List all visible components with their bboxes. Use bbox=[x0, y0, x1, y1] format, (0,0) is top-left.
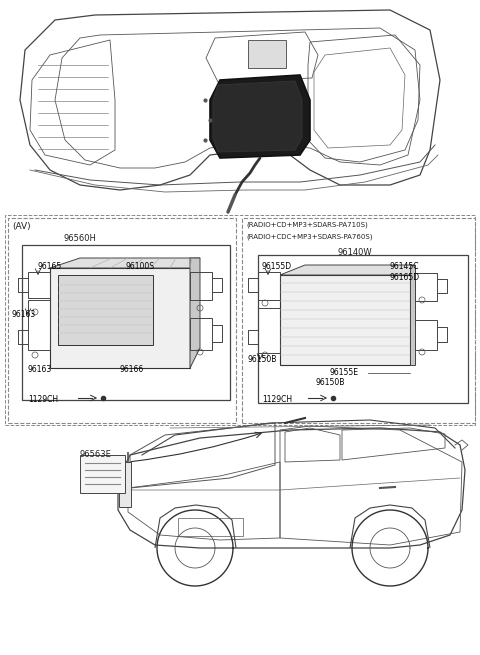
Text: 96560H: 96560H bbox=[63, 234, 96, 243]
Text: 96155E: 96155E bbox=[330, 368, 359, 377]
Bar bbox=[415, 320, 437, 350]
Bar bbox=[80, 455, 125, 493]
Bar bbox=[248, 40, 286, 68]
Polygon shape bbox=[410, 265, 415, 365]
Bar bbox=[242, 218, 475, 423]
Text: 1129CH: 1129CH bbox=[262, 395, 292, 404]
Text: 96163: 96163 bbox=[28, 365, 52, 374]
Bar bbox=[5, 215, 475, 425]
Polygon shape bbox=[210, 75, 310, 158]
Text: 96165D: 96165D bbox=[390, 273, 420, 282]
Text: 96563E: 96563E bbox=[80, 450, 112, 459]
Bar bbox=[28, 300, 50, 350]
Text: 96165: 96165 bbox=[38, 262, 62, 271]
Polygon shape bbox=[280, 265, 415, 275]
Bar bbox=[190, 272, 212, 300]
Text: (RADIO+CDC+MP3+SDARS-PA760S): (RADIO+CDC+MP3+SDARS-PA760S) bbox=[246, 234, 372, 240]
Text: 96150B: 96150B bbox=[315, 378, 344, 387]
Polygon shape bbox=[50, 258, 200, 268]
Bar bbox=[8, 218, 236, 423]
Polygon shape bbox=[213, 81, 302, 152]
Text: 96166: 96166 bbox=[120, 365, 144, 374]
Bar bbox=[50, 268, 190, 368]
Text: 96145C: 96145C bbox=[390, 262, 420, 271]
Bar bbox=[258, 308, 280, 353]
Text: 96163: 96163 bbox=[12, 310, 36, 319]
Text: 96100S: 96100S bbox=[125, 262, 154, 271]
Polygon shape bbox=[190, 258, 200, 368]
Bar bbox=[119, 462, 131, 507]
Text: (AV): (AV) bbox=[12, 222, 31, 231]
Bar bbox=[58, 275, 153, 345]
Text: 96140W: 96140W bbox=[338, 248, 372, 257]
Text: (RADIO+CD+MP3+SDARS-PA710S): (RADIO+CD+MP3+SDARS-PA710S) bbox=[246, 222, 368, 229]
Bar bbox=[280, 275, 410, 365]
Bar bbox=[415, 273, 437, 301]
Bar bbox=[190, 318, 212, 350]
Text: 96155D: 96155D bbox=[262, 262, 292, 271]
Text: 1129CH: 1129CH bbox=[28, 395, 58, 404]
Text: 96150B: 96150B bbox=[248, 355, 277, 364]
Bar bbox=[258, 255, 468, 403]
Bar bbox=[22, 245, 230, 400]
Bar bbox=[178, 518, 243, 536]
